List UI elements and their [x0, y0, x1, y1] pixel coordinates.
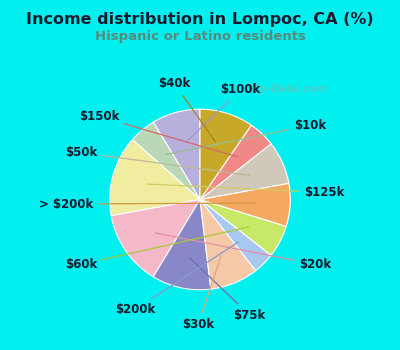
Text: $10k: $10k — [166, 119, 326, 155]
Text: Hispanic or Latino residents: Hispanic or Latino residents — [94, 30, 306, 43]
Wedge shape — [200, 109, 251, 200]
Wedge shape — [200, 199, 286, 255]
Wedge shape — [153, 199, 211, 290]
Wedge shape — [200, 144, 289, 200]
Text: $60k: $60k — [65, 227, 248, 271]
Wedge shape — [111, 199, 200, 277]
Text: $75k: $75k — [190, 258, 266, 322]
Text: City-Data.com: City-Data.com — [245, 84, 328, 94]
Text: $100k: $100k — [186, 83, 261, 142]
Text: $200k: $200k — [115, 242, 238, 316]
Text: $50k: $50k — [65, 146, 250, 175]
Wedge shape — [200, 125, 271, 200]
Wedge shape — [200, 199, 271, 271]
Text: Income distribution in Lompoc, CA (%): Income distribution in Lompoc, CA (%) — [26, 12, 374, 27]
Text: $150k: $150k — [79, 110, 237, 157]
Wedge shape — [200, 199, 256, 289]
Text: $20k: $20k — [155, 233, 332, 271]
Text: > $200k: > $200k — [39, 197, 255, 210]
Wedge shape — [153, 109, 200, 200]
Text: $30k: $30k — [182, 256, 221, 331]
Wedge shape — [110, 140, 200, 216]
Text: $125k: $125k — [147, 184, 345, 199]
Wedge shape — [200, 183, 290, 226]
Wedge shape — [132, 122, 200, 200]
Text: $40k: $40k — [158, 77, 216, 142]
